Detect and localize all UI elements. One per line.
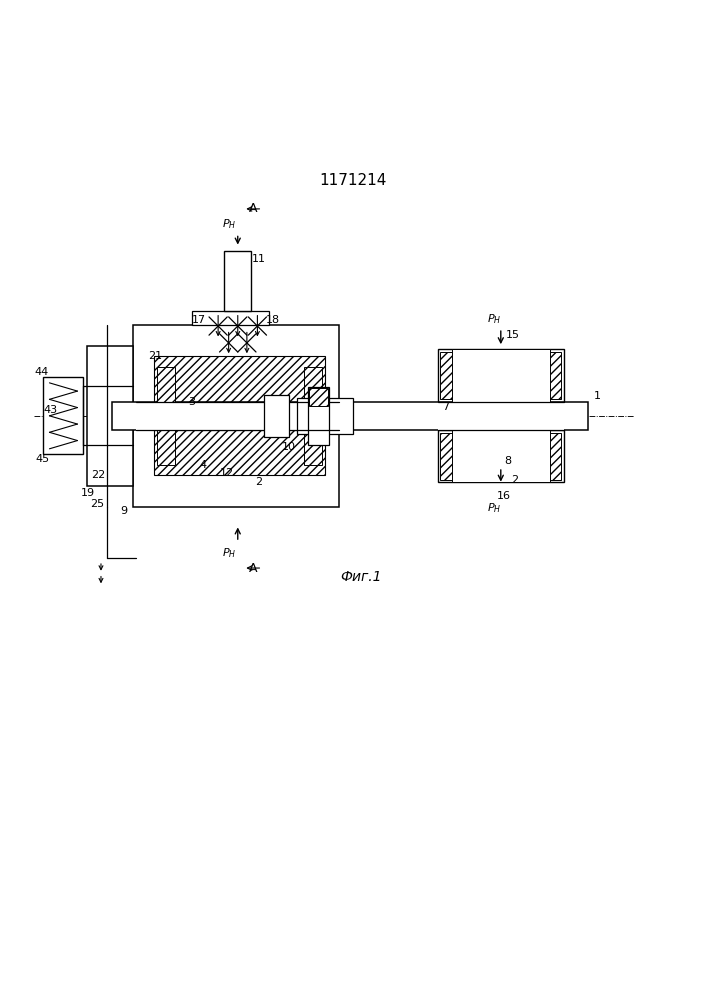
- Bar: [112, 402, 588, 430]
- Text: 17: 17: [192, 315, 206, 325]
- Bar: [440, 433, 561, 480]
- Bar: [87, 346, 132, 486]
- Bar: [157, 430, 175, 465]
- Bar: [132, 325, 339, 507]
- Bar: [309, 388, 328, 406]
- Text: 25: 25: [90, 499, 105, 509]
- Text: 15: 15: [506, 330, 520, 340]
- Text: A: A: [249, 202, 257, 215]
- Bar: [298, 398, 354, 434]
- Text: $P_H$: $P_H$: [222, 546, 237, 560]
- Text: 44: 44: [34, 367, 49, 377]
- Bar: [157, 367, 175, 402]
- Text: 1: 1: [594, 391, 601, 401]
- Bar: [438, 430, 564, 482]
- Bar: [153, 430, 325, 475]
- Text: 4: 4: [199, 460, 206, 470]
- Bar: [264, 395, 289, 437]
- Bar: [438, 402, 564, 430]
- Text: 9: 9: [120, 506, 127, 516]
- Bar: [440, 352, 561, 399]
- Bar: [153, 356, 325, 402]
- Text: 2: 2: [511, 475, 518, 485]
- Text: 3: 3: [189, 397, 196, 407]
- Text: 18: 18: [266, 315, 280, 325]
- Bar: [192, 311, 269, 325]
- Text: 21: 21: [148, 351, 162, 361]
- Text: A: A: [249, 562, 257, 575]
- Text: 2: 2: [255, 477, 262, 487]
- Text: 12: 12: [220, 468, 234, 478]
- Text: $P_H$: $P_H$: [486, 312, 501, 326]
- Bar: [43, 377, 83, 454]
- Bar: [136, 402, 336, 430]
- Bar: [452, 430, 550, 482]
- Text: $P_H$: $P_H$: [486, 502, 501, 515]
- Text: 19: 19: [81, 488, 95, 498]
- Text: 22: 22: [91, 470, 105, 480]
- Bar: [452, 349, 550, 402]
- Text: 1171214: 1171214: [320, 173, 387, 188]
- Bar: [305, 367, 322, 402]
- Bar: [305, 430, 322, 465]
- Text: 11: 11: [252, 254, 266, 264]
- Text: 7: 7: [443, 402, 450, 412]
- Bar: [308, 387, 329, 445]
- Text: 10: 10: [282, 442, 296, 452]
- Text: Фиг.1: Фиг.1: [340, 570, 381, 584]
- Bar: [224, 251, 251, 311]
- Text: 45: 45: [35, 454, 49, 464]
- Text: 8: 8: [504, 456, 511, 466]
- Bar: [438, 349, 564, 402]
- Text: 16: 16: [497, 491, 511, 501]
- Text: 43: 43: [43, 405, 57, 415]
- Text: $P_H$: $P_H$: [222, 217, 237, 231]
